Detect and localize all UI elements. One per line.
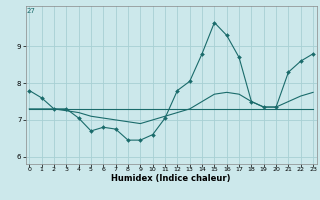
Text: 27: 27 (27, 8, 36, 14)
X-axis label: Humidex (Indice chaleur): Humidex (Indice chaleur) (111, 174, 231, 183)
